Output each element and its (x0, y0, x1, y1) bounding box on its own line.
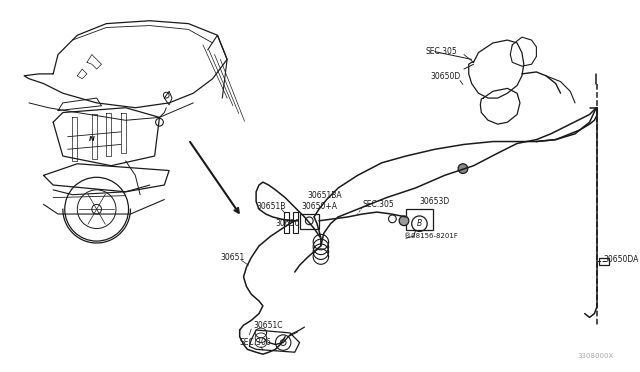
Text: 30651: 30651 (220, 253, 244, 262)
Text: N: N (89, 136, 95, 142)
Text: 30650+A: 30650+A (301, 202, 337, 211)
Text: ®08156-8201F: ®08156-8201F (404, 233, 458, 239)
Text: SEC.306: SEC.306 (240, 338, 271, 347)
Text: 3308000X: 3308000X (577, 353, 614, 359)
Text: 30651B: 30651B (256, 202, 285, 211)
Bar (406, 209, 433, 231)
Text: SEC.305: SEC.305 (362, 200, 394, 209)
Text: B: B (417, 219, 422, 228)
Bar (599, 257, 609, 265)
Text: 30651BA: 30651BA (307, 191, 342, 200)
Bar (300, 214, 319, 228)
Text: 30650D: 30650D (430, 72, 460, 81)
Bar (284, 212, 289, 233)
Text: 30653D: 30653D (419, 197, 450, 206)
Bar (293, 212, 298, 233)
Text: 30651C: 30651C (253, 321, 283, 330)
Text: 30650: 30650 (275, 219, 300, 228)
Text: SEC.305: SEC.305 (425, 47, 457, 56)
Circle shape (399, 216, 409, 226)
Text: 30650DA: 30650DA (603, 255, 639, 264)
Circle shape (458, 164, 468, 173)
